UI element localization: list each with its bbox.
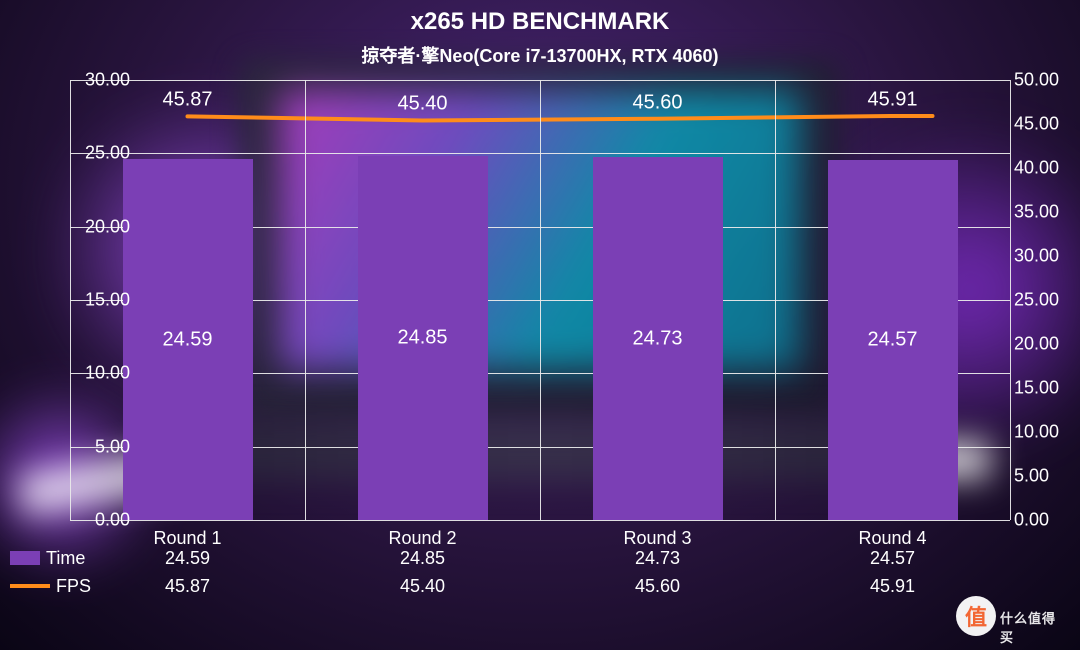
time-bar-label: 24.73 — [598, 327, 718, 350]
y-axis-left-tick: 25.00 — [70, 143, 130, 164]
watermark-badge: 值 — [956, 596, 996, 636]
time-bar-label: 24.57 — [833, 328, 953, 351]
y-axis-right-tick: 25.00 — [1014, 290, 1074, 311]
y-axis-right-tick: 15.00 — [1014, 378, 1074, 399]
legend-swatch-line — [10, 584, 50, 588]
chart-stage: x265 HD BENCHMARK 掠夺者·擎Neo(Core i7-13700… — [0, 0, 1080, 650]
y-axis-right-tick: 20.00 — [1014, 334, 1074, 355]
legend-value: 45.91 — [833, 576, 953, 597]
y-axis-right-tick: 0.00 — [1014, 510, 1074, 531]
y-axis-left-tick: 30.00 — [70, 70, 130, 91]
chart-title: x265 HD BENCHMARK — [0, 8, 1080, 36]
gridline — [70, 520, 1010, 521]
x-category-label: Round 2 — [388, 528, 456, 549]
y-axis-left-tick: 10.00 — [70, 363, 130, 384]
watermark-badge-text: 值 — [965, 600, 987, 632]
category-divider — [1010, 80, 1011, 520]
legend-value: 24.57 — [833, 548, 953, 569]
y-axis-right-tick: 50.00 — [1014, 70, 1074, 91]
fps-line-label: 45.40 — [383, 93, 463, 116]
watermark-text: 什么值得买 — [1000, 608, 1068, 646]
y-axis-left-tick: 0.00 — [70, 510, 130, 531]
fps-line-label: 45.87 — [148, 89, 228, 112]
fps-line-label: 45.91 — [853, 88, 933, 111]
category-divider — [775, 80, 776, 520]
x-category-label: Round 4 — [858, 528, 926, 549]
y-axis-right-tick: 30.00 — [1014, 246, 1074, 267]
x-category-label: Round 1 — [153, 528, 221, 549]
legend-value: 45.40 — [363, 576, 483, 597]
time-bar-label: 24.85 — [363, 326, 483, 349]
fps-line-label: 45.60 — [618, 91, 698, 114]
legend-series-label: Time — [46, 548, 85, 569]
legend-value: 24.73 — [598, 548, 718, 569]
y-axis-right-tick: 45.00 — [1014, 114, 1074, 135]
category-divider — [540, 80, 541, 520]
legend-series-label: FPS — [56, 576, 91, 597]
y-axis-left-tick: 20.00 — [70, 216, 130, 237]
y-axis-right-tick: 10.00 — [1014, 422, 1074, 443]
x-category-label: Round 3 — [623, 528, 691, 549]
benchmark-chart: x265 HD BENCHMARK 掠夺者·擎Neo(Core i7-13700… — [0, 0, 1080, 650]
y-axis-left-tick: 5.00 — [70, 436, 130, 457]
plot-area: 24.59 24.85 24.73 24.57 45.87 45.40 45.60 45.91 — [70, 80, 1010, 520]
y-axis-right-tick: 40.00 — [1014, 158, 1074, 179]
y-axis-left-tick: 15.00 — [70, 290, 130, 311]
y-axis-right-tick: 5.00 — [1014, 466, 1074, 487]
y-axis-right-tick: 35.00 — [1014, 202, 1074, 223]
legend-value: 24.85 — [363, 548, 483, 569]
legend-value: 24.59 — [128, 548, 248, 569]
legend-value: 45.60 — [598, 576, 718, 597]
chart-subtitle: 掠夺者·擎Neo(Core i7-13700HX, RTX 4060) — [0, 42, 1080, 68]
time-bar-label: 24.59 — [128, 328, 248, 351]
legend-value: 45.87 — [128, 576, 248, 597]
category-divider — [305, 80, 306, 520]
legend-swatch-bar — [10, 551, 40, 565]
